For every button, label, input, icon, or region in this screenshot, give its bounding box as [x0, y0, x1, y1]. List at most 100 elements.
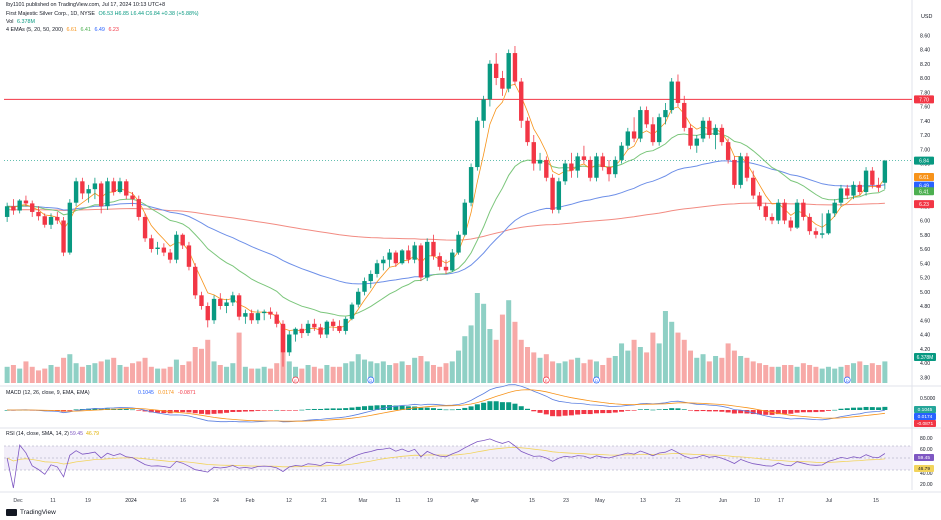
volume-bar	[205, 339, 211, 383]
volume-bar	[506, 300, 512, 383]
candle-body	[11, 206, 16, 211]
macd-histogram-bar	[293, 410, 299, 411]
event-marker-letter: D	[595, 378, 598, 383]
volume-bar	[17, 368, 23, 383]
price-tick-label: 5.00	[920, 290, 930, 296]
volume-bar	[731, 350, 737, 383]
time-axis-label: 11	[395, 498, 400, 504]
ema200-legend-value: 6.23	[108, 27, 119, 33]
volume-bar	[343, 363, 349, 383]
macd-histogram-bar	[380, 405, 386, 410]
ema20-price-tag	[914, 187, 934, 196]
candle-body	[713, 127, 718, 135]
candle-body	[55, 216, 60, 221]
volume-bar	[117, 365, 123, 383]
candle-body	[349, 304, 355, 319]
macd-histogram-bar	[186, 410, 192, 413]
volume-bar	[92, 363, 98, 383]
candle-body	[556, 181, 562, 210]
candle-body	[519, 81, 524, 121]
volume-bar	[318, 368, 324, 383]
volume-bar	[556, 363, 562, 383]
macd-histogram-bar	[236, 410, 242, 412]
volume-bar	[198, 348, 204, 383]
candle-body	[431, 241, 436, 257]
volume-bar	[738, 356, 744, 383]
macd-histogram-bar	[437, 408, 443, 410]
volume-bar	[606, 357, 612, 383]
macd-histogram-bar	[524, 408, 531, 410]
candle-body	[42, 216, 47, 225]
volume-bar	[487, 329, 493, 383]
candle-body	[193, 266, 198, 296]
price-tick-label: 8.00	[920, 76, 930, 82]
volume-bar	[851, 363, 857, 383]
ema200-price-tag-label: 6.23	[919, 202, 929, 208]
candle-body	[569, 163, 574, 171]
time-axis-label: 15	[529, 498, 535, 504]
volume-legend-label: Vol	[6, 19, 14, 25]
volume-value-tag-label: 6.378M	[917, 355, 934, 361]
price-tick-label: 6.00	[920, 219, 930, 225]
candle-body	[374, 263, 380, 274]
price-tick-label: 4.00	[920, 361, 930, 367]
macd-histogram-bar	[775, 410, 781, 415]
volume-bar	[405, 365, 411, 383]
price-tick-label: 8.20	[920, 62, 930, 68]
candle-body	[293, 328, 298, 335]
candle-body	[819, 233, 825, 235]
macd-value-tag-label: 0.1045	[918, 407, 933, 413]
macd-histogram-bar	[825, 410, 831, 411]
macd-histogram-bar	[600, 410, 606, 414]
macd-value: 0.1045	[138, 390, 154, 396]
candle-body	[450, 252, 455, 271]
candle-body	[161, 247, 167, 253]
price-tick-label: 7.80	[920, 90, 930, 96]
volume-bar	[719, 357, 725, 383]
macd-histogram-bar	[92, 408, 98, 410]
price-tick-label: 7.00	[920, 147, 930, 153]
macd-histogram-bar	[694, 410, 700, 412]
volume-bar	[700, 354, 706, 383]
volume-bar	[631, 339, 637, 383]
macd-histogram-bar	[531, 410, 537, 412]
volume-bar	[29, 366, 35, 383]
volume-bar	[512, 321, 518, 383]
macd-histogram-bar	[851, 407, 857, 410]
volume-bar	[782, 365, 788, 383]
macd-histogram-bar	[612, 410, 618, 413]
candle-body	[857, 184, 862, 192]
volume-bar	[111, 357, 117, 383]
candle-body	[663, 110, 668, 118]
macd-axis-tick: 0.5000	[920, 396, 936, 402]
candle-body	[98, 183, 104, 207]
macd-histogram-bar	[575, 410, 581, 415]
price-tick-label: 5.40	[920, 261, 930, 267]
volume-bar	[330, 366, 336, 383]
macd-histogram-bar	[180, 410, 186, 413]
time-axis-label: Feb	[246, 498, 255, 504]
candle-body	[537, 159, 543, 164]
volume-bar	[863, 365, 869, 383]
macd-histogram-bar	[261, 410, 267, 411]
ema50-legend-value: 6.49	[94, 27, 105, 33]
volume-bar	[98, 361, 104, 383]
macd-histogram-bar	[669, 408, 675, 410]
volume-bar	[882, 361, 888, 383]
candle-body	[236, 295, 242, 317]
candle-body	[368, 273, 373, 282]
macd-histogram-bar	[142, 410, 148, 412]
candle-body	[631, 131, 637, 139]
price-tick-label: 7.20	[920, 133, 930, 139]
macd-histogram-bar	[136, 410, 142, 411]
volume-bar	[418, 356, 424, 383]
volume-bar	[468, 325, 474, 383]
candle-body	[788, 220, 794, 228]
macd-histogram-bar	[418, 407, 424, 410]
macd-histogram-bar	[756, 410, 762, 415]
volume-bar	[550, 361, 556, 383]
volume-bar	[161, 368, 167, 383]
volume-bar	[23, 361, 29, 383]
volume-bar	[725, 343, 731, 383]
tradingview-logo[interactable]: TradingView	[6, 509, 56, 516]
